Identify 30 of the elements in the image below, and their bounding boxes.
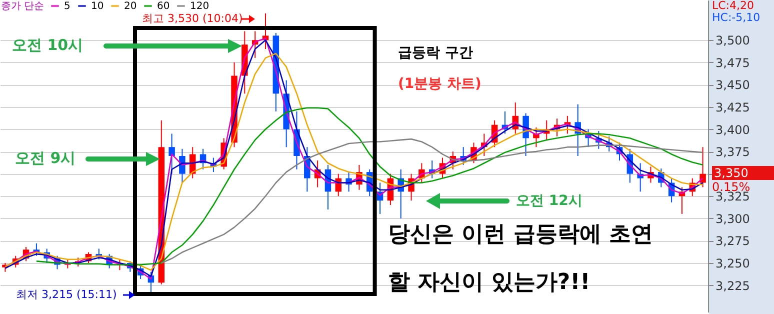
legend-label: 120	[190, 1, 210, 12]
annotation: 할 자신이 있는가?!!	[388, 270, 590, 295]
y-tick-label: 3,300	[716, 212, 750, 226]
text: LC:4,20	[712, 0, 754, 12]
candlestick	[168, 133, 175, 174]
annotation: (1분봉 차트)	[398, 76, 482, 92]
legend-label: 5	[64, 1, 70, 12]
y-tick-label: 3,375	[716, 145, 750, 160]
annotation: 당신은 이런 급등락에 초연	[388, 222, 653, 247]
text: HC:-5,10	[712, 11, 760, 24]
annotation: 오전 10시	[12, 36, 84, 54]
y-tick-label: 3,425	[716, 100, 750, 114]
annotation: 최고 3,530 (10:04)	[142, 12, 243, 25]
y-tick-label: 3,225	[716, 278, 750, 293]
legend-label: 10	[91, 1, 104, 12]
annotation: 오전 12시	[516, 193, 582, 209]
text: 3,350	[712, 166, 774, 180]
y-tick-label: 3,475	[716, 56, 750, 70]
y-tick-label: 3,450	[716, 78, 750, 92]
legend-label: 60	[157, 1, 170, 12]
legend-title: 종가 단순	[1, 1, 44, 12]
annotation: 오전 9시	[15, 149, 76, 167]
annotation: 최저 3,215 (15:11)	[16, 288, 117, 301]
legend-label: 20	[124, 1, 137, 12]
y-tick-label: 3,250	[716, 256, 750, 270]
y-tick-label: 3,400	[716, 122, 750, 137]
line-series	[160, 138, 704, 264]
annotation: 급등락 구간	[398, 45, 473, 61]
y-tick-label: 3,500	[716, 34, 750, 48]
y-tick-label: 3,275	[716, 234, 750, 248]
